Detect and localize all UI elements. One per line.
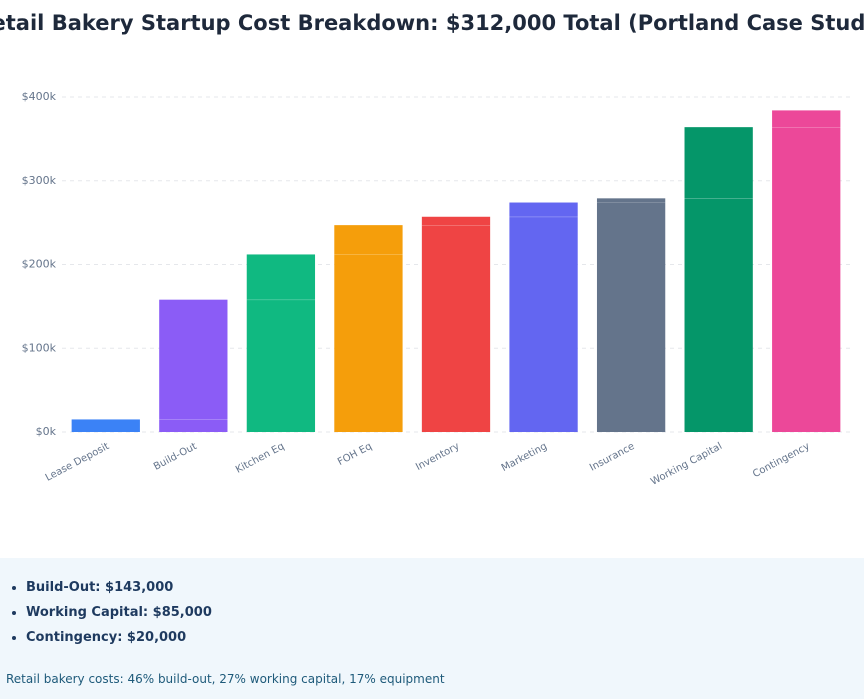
x-tick-label: Marketing	[500, 441, 549, 474]
bar-base	[334, 254, 403, 432]
caption: Retail bakery costs: 46% build-out, 27% …	[6, 672, 445, 686]
y-tick-label: $100k	[22, 341, 57, 354]
chart-title: Retail Bakery Startup Cost Breakdown: $3…	[0, 11, 864, 35]
bar-base	[246, 299, 316, 432]
bar-base	[159, 419, 228, 432]
bar	[596, 198, 666, 203]
bar-base	[684, 198, 753, 432]
x-tick-label: Contingency	[751, 441, 812, 480]
y-tick-label: $200k	[22, 258, 57, 271]
bar	[159, 299, 228, 420]
y-tick-label: $0k	[36, 425, 57, 438]
notes-panel: Build-Out: $143,000 Working Capital: $85…	[0, 558, 864, 699]
bar-base	[421, 225, 491, 432]
x-tick-label: Kitchen Eq	[234, 441, 286, 476]
bullet: Build-Out: $143,000	[26, 580, 212, 595]
bar	[509, 202, 578, 217]
bullet: Contingency: $20,000	[26, 630, 212, 645]
bar	[684, 127, 753, 199]
bar	[334, 225, 403, 255]
bullet-list: Build-Out: $143,000 Working Capital: $85…	[0, 580, 212, 655]
y-tick-label: $400k	[22, 90, 57, 103]
bar-base	[509, 216, 578, 432]
x-tick-label: FOH Eq	[336, 441, 374, 468]
bar-base	[772, 127, 841, 433]
bar	[71, 419, 140, 432]
x-tick-label: Insurance	[588, 441, 636, 474]
bar-base	[596, 202, 666, 432]
y-tick-label: $300k	[22, 174, 57, 187]
bar	[246, 254, 316, 300]
x-tick-label: Working Capital	[649, 441, 724, 488]
x-tick-label: Build-Out	[152, 441, 199, 473]
x-tick-label: Inventory	[414, 441, 461, 473]
chart: Retail Bakery Startup Cost Breakdown: $3…	[0, 11, 864, 488]
bar	[772, 110, 841, 128]
bar	[421, 216, 491, 226]
bullet: Working Capital: $85,000	[26, 605, 212, 620]
x-tick-label: Lease Deposit	[44, 441, 111, 484]
